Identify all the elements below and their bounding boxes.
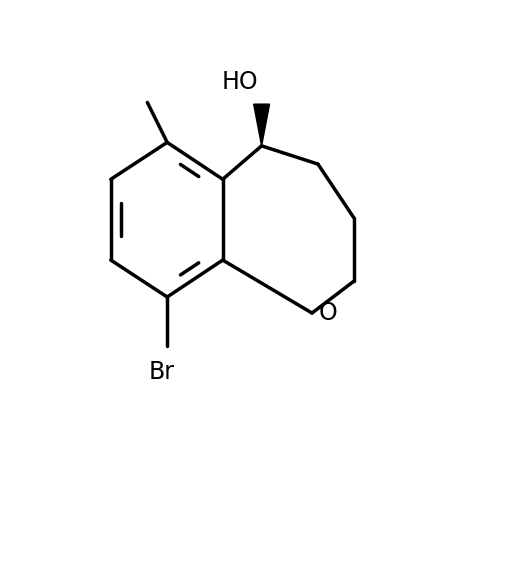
Text: Br: Br	[148, 359, 174, 384]
Text: HO: HO	[222, 70, 258, 94]
Polygon shape	[253, 104, 269, 146]
Text: O: O	[318, 301, 337, 325]
